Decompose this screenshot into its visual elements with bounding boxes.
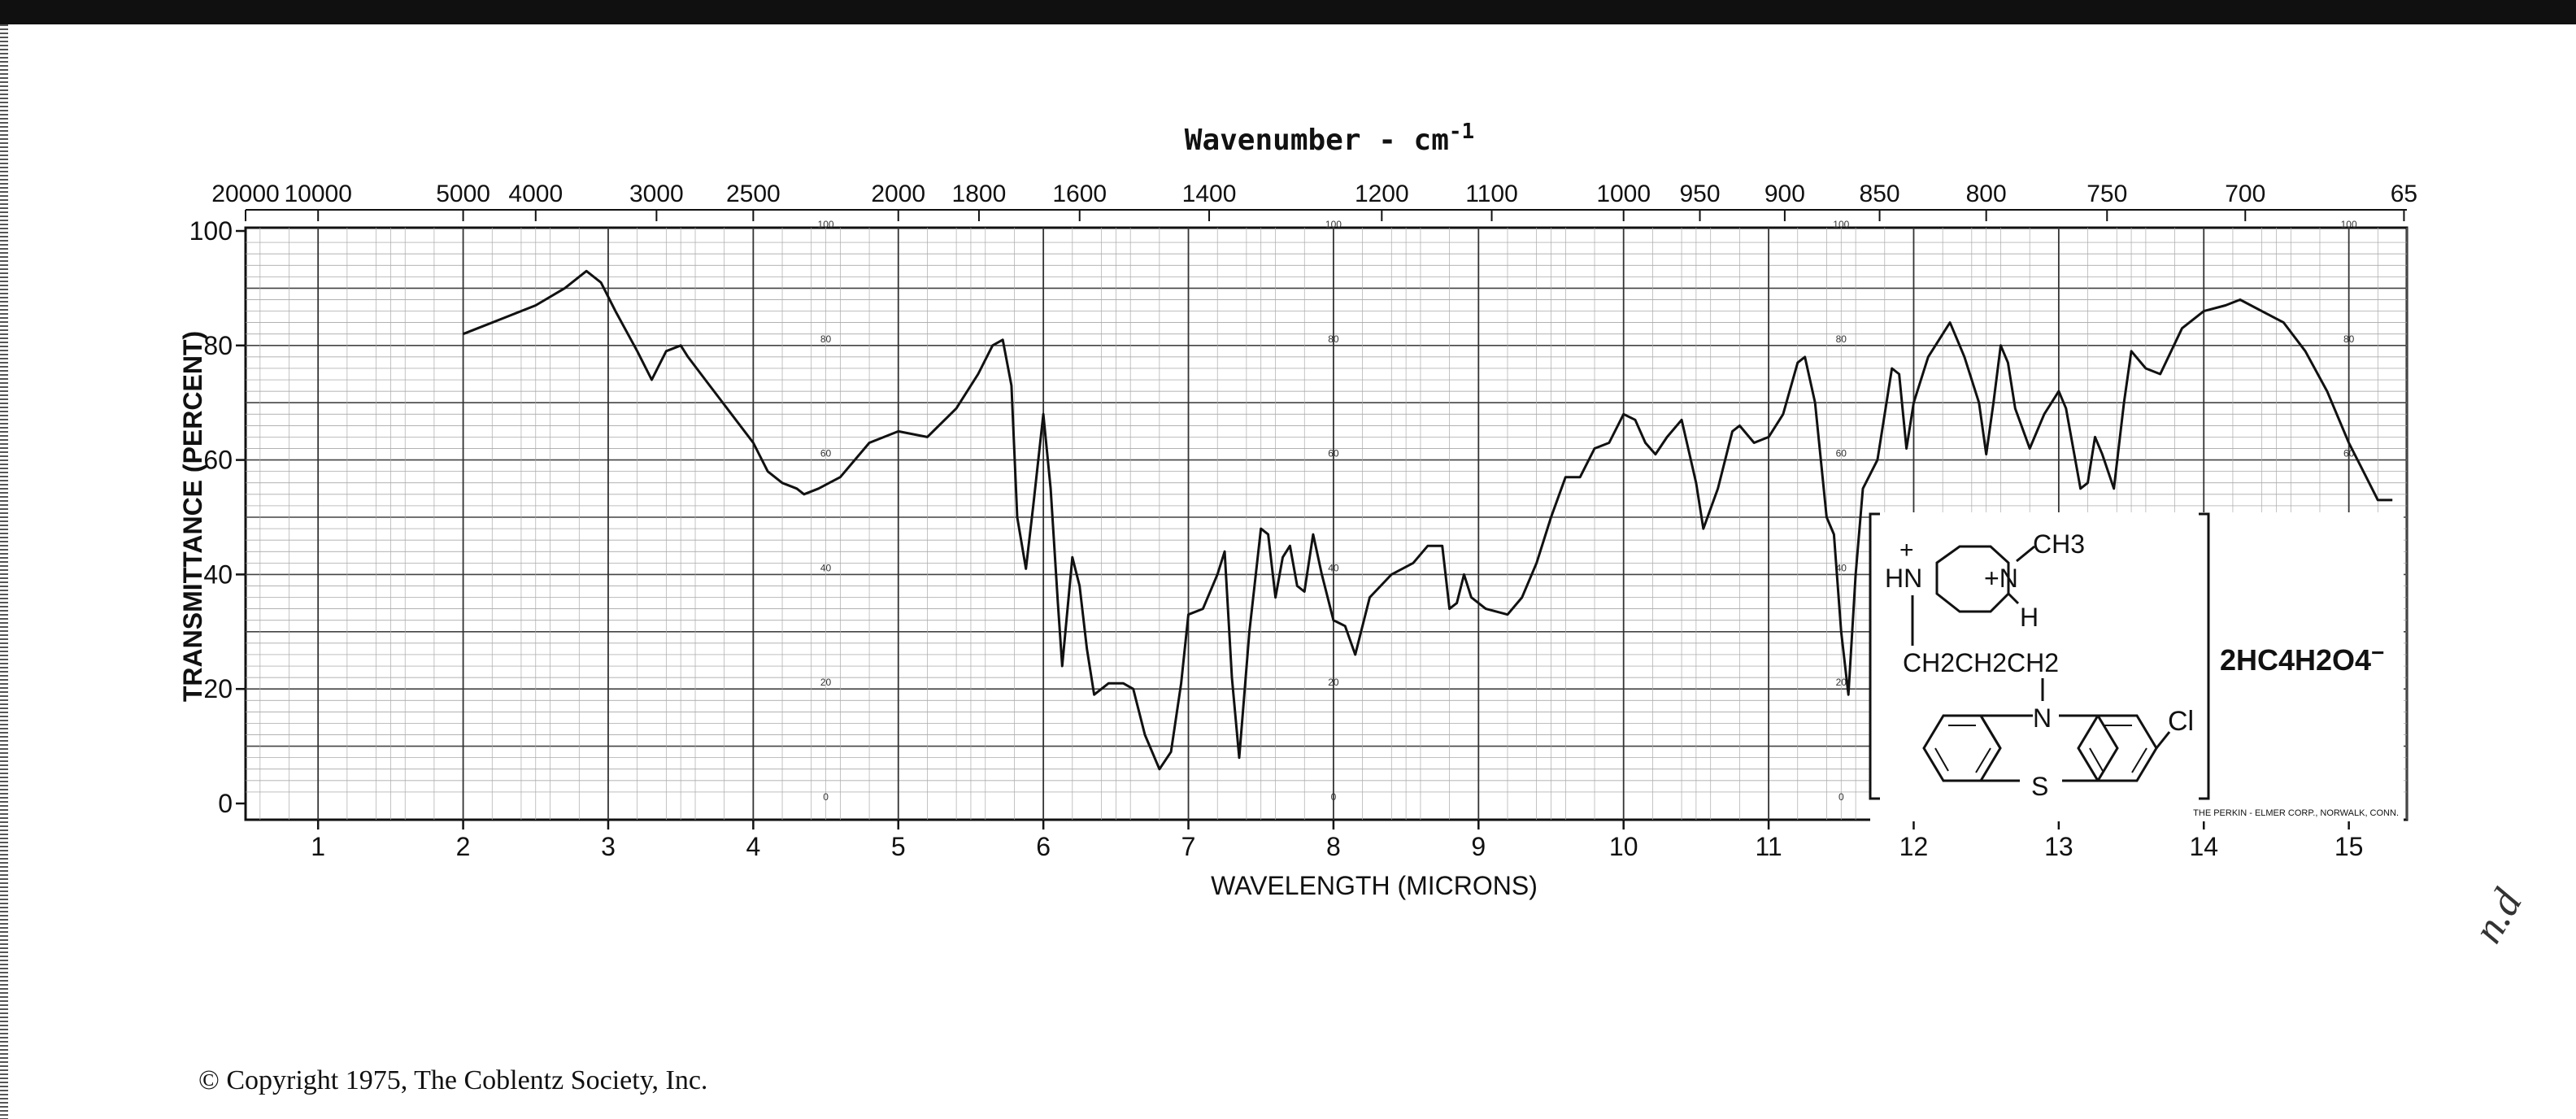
inner-scale-label: 40 — [820, 562, 832, 573]
x-tick-label: 13 — [2044, 832, 2073, 861]
methyl-label: CH3 — [2033, 529, 2085, 559]
wavenumber-tick-label: 65 — [2391, 181, 2417, 207]
x-tick-label: 6 — [1036, 832, 1051, 861]
inner-scale-label: 100 — [2341, 219, 2357, 230]
inner-scale-label: 80 — [1328, 333, 1339, 345]
wavenumber-tick-label: 2000 — [871, 181, 925, 207]
wavenumber-tick-label: 800 — [1966, 181, 2007, 207]
left-edge-strip — [0, 24, 8, 1119]
h-bond — [2007, 592, 2020, 605]
wavenumber-tick-label: 1400 — [1182, 181, 1237, 207]
x-tick-label: 7 — [1181, 832, 1196, 861]
inner-scale-label: 0 — [1838, 791, 1844, 803]
salt-formula: 2HC4H2O4 — [2220, 643, 2371, 677]
x-tick-label: 5 — [891, 832, 906, 861]
wavenumber-tick-label: 950 — [1679, 181, 1720, 207]
chloro-label: Cl — [2168, 706, 2194, 737]
sulfur-label: S — [2031, 772, 2048, 801]
top-border-bar — [0, 0, 2576, 24]
wavenumber-tick-label: 4000 — [508, 181, 563, 207]
x-tick-label: 11 — [1755, 832, 1782, 861]
x-tick-label: 3 — [601, 832, 616, 861]
benzene-ring-left-inner — [1934, 725, 1991, 773]
y-tick-label: 0 — [218, 789, 233, 818]
structure-background — [1870, 512, 2404, 821]
y-axis: 0 20 40 60 80 100 — [189, 216, 246, 818]
perkin-elmer-footnote: THE PERKIN - ELMER CORP., NORWALK, CONN. — [2193, 808, 2399, 818]
spectrum-line-0 — [463, 269, 2393, 771]
chart-title: Wavenumber - cm-1 — [1185, 120, 1474, 157]
inner-scale-label: 60 — [1328, 448, 1339, 459]
methyl-bond — [2016, 545, 2035, 563]
wavenumber-tick-label: 900 — [1764, 181, 1805, 207]
wavenumber-tick-label: 850 — [1860, 181, 1900, 207]
inner-scale-label: 80 — [1836, 333, 1847, 345]
wavenumber-tick-label: 2500 — [726, 181, 781, 207]
inner-scale-label: 100 — [1833, 219, 1849, 230]
inner-scale-label: 0 — [823, 791, 829, 803]
n-plus-label: +N — [1984, 564, 2018, 593]
x-tick-label: 12 — [1899, 832, 1929, 861]
inner-scale-label: 20 — [1328, 677, 1339, 688]
inner-scale-label: 40 — [1836, 562, 1847, 573]
inner-scale-label: 80 — [2343, 333, 2355, 345]
inner-scale-label: 20 — [820, 677, 832, 688]
inner-scale-label: 60 — [1836, 448, 1847, 459]
x-tick-label: 2 — [456, 832, 471, 861]
x-axis: 1 2 3 4 5 6 7 8 9 10 11 12 13 14 15 — [311, 820, 2363, 861]
y-tick-label: 20 — [203, 674, 233, 703]
x-tick-label: 10 — [1609, 832, 1638, 861]
inner-scale-label: 80 — [820, 333, 832, 345]
x-tick-label: 9 — [1471, 832, 1486, 861]
benzene-ring-right — [2077, 714, 2158, 782]
plus-sign-left: + — [1899, 537, 1914, 564]
wavenumber-tick-label: 10000 — [284, 181, 351, 207]
chart-title-superscript: -1 — [1449, 120, 1474, 144]
inner-scale-label: 20 — [1836, 677, 1847, 688]
right-bracket — [2199, 512, 2210, 800]
x-tick-label: 14 — [2189, 832, 2218, 861]
series-layer — [463, 269, 2393, 771]
ring-n-label: N — [2033, 703, 2052, 733]
wavenumber-tick-label: 3000 — [629, 181, 684, 207]
inner-scale-label: 0 — [1331, 791, 1337, 803]
salt-superscript: − — [2371, 640, 2384, 665]
y-axis-label: TRANSMITTANCE (PERCENT) — [178, 331, 207, 702]
wavenumber-tick-label: 700 — [2225, 181, 2265, 207]
x-tick-label: 1 — [311, 832, 325, 861]
thiazine-ring — [1978, 714, 2119, 782]
wavenumber-tick-label: 1600 — [1052, 181, 1107, 207]
inner-scale-label: 60 — [820, 448, 832, 459]
wavenumber-tick-label: 1100 — [1465, 181, 1518, 207]
wavenumber-tick-label: 5000 — [436, 181, 490, 207]
x-tick-label: 8 — [1326, 832, 1341, 861]
chloro-bond — [2155, 731, 2171, 749]
inner-scale-label: 100 — [818, 219, 834, 230]
chemical-structure: + HN +N CH3 H CH2CH2CH2 N S Cl 2HC4H2O4−… — [1869, 512, 2404, 821]
wavenumber-tick-label: 20000 — [211, 181, 279, 207]
y-tick-label: 60 — [203, 446, 233, 475]
inner-scale-label: 40 — [1328, 562, 1339, 573]
left-bracket — [1869, 512, 1880, 800]
wavenumber-tick-label: 1200 — [1355, 181, 1409, 207]
hn-label: HN — [1885, 564, 1922, 593]
wavenumber-tick-label: 1000 — [1596, 181, 1651, 207]
x-tick-label: 15 — [2334, 832, 2364, 861]
copyright-notice: © Copyright 1975, The Coblentz Society, … — [198, 1065, 708, 1095]
y-tick-label: 40 — [203, 560, 233, 589]
h-label: H — [2020, 603, 2039, 632]
inner-scale-label: 100 — [1325, 219, 1342, 230]
chain-label: CH2CH2CH2 — [1903, 648, 2059, 677]
wavenumber-tick-label: 750 — [2086, 181, 2127, 207]
x-axis-label: WAVELENGTH (MICRONS) — [1211, 871, 1538, 900]
x-tick-label: 4 — [746, 832, 760, 861]
y-tick-label: 80 — [203, 331, 233, 360]
wavenumber-tick-label: 1800 — [952, 181, 1007, 207]
wavenumber-scale: 20000 10000 5000 4000 3000 2500 2000 1800 1600 14… — [211, 181, 2417, 221]
benzene-ring-right-inner — [2089, 725, 2147, 773]
salt-label: 2HC4H2O4− — [2220, 640, 2384, 677]
y-tick-label: 100 — [189, 216, 233, 246]
